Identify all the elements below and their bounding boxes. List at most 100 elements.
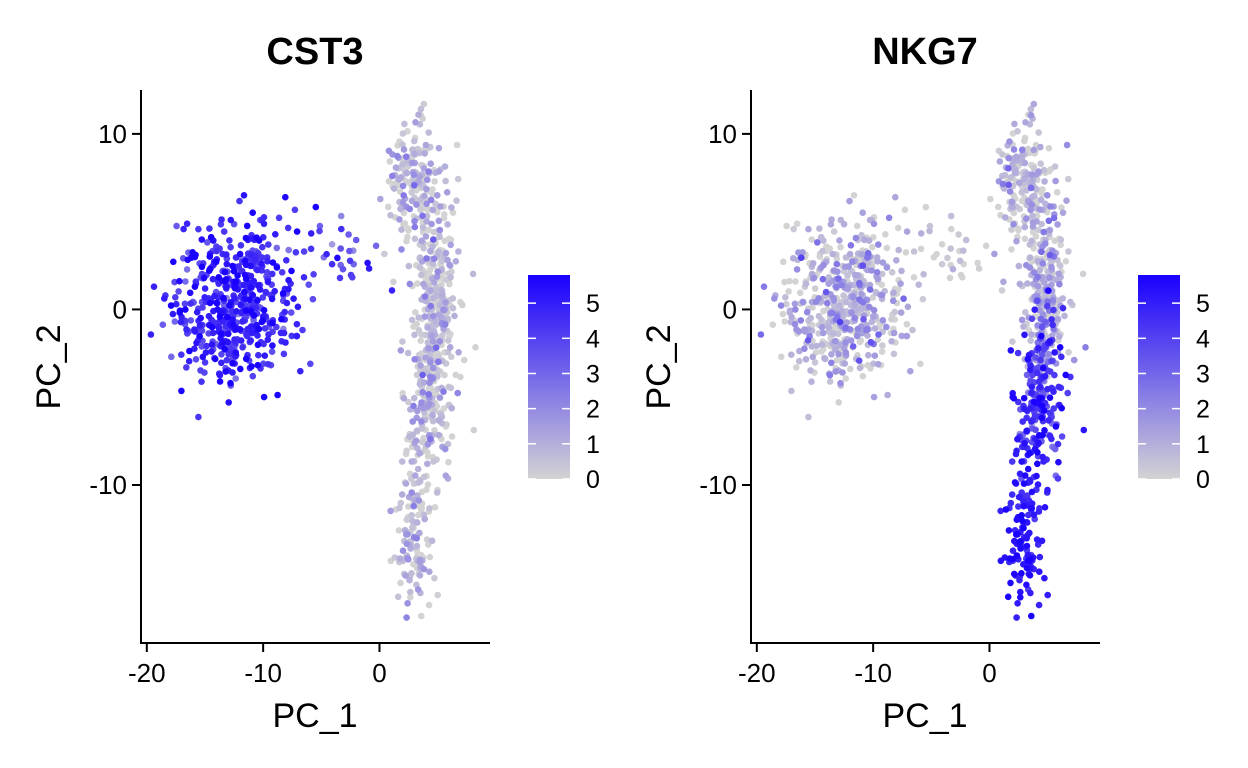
data-point	[864, 249, 872, 257]
data-point	[428, 220, 435, 228]
data-point	[795, 357, 803, 365]
data-point	[1036, 568, 1043, 575]
data-point	[282, 339, 289, 346]
data-point	[177, 318, 185, 326]
data-point	[864, 332, 871, 339]
data-point	[1037, 315, 1045, 323]
data-point	[854, 325, 862, 333]
data-point	[442, 321, 449, 328]
data-point	[816, 225, 823, 232]
data-point	[425, 345, 432, 352]
data-point	[237, 337, 245, 344]
data-point	[1050, 388, 1057, 396]
data-point	[431, 574, 438, 582]
data-point	[795, 249, 802, 256]
data-point	[269, 259, 277, 266]
data-point	[412, 437, 420, 445]
data-point	[470, 426, 478, 434]
data-point	[229, 262, 236, 270]
data-point	[851, 314, 858, 322]
data-point	[200, 274, 208, 282]
data-point	[930, 253, 938, 261]
data-point	[1030, 100, 1038, 108]
data-point	[808, 378, 815, 386]
data-point	[1050, 405, 1057, 412]
data-point	[1034, 481, 1042, 488]
data-point	[428, 374, 435, 382]
data-point	[232, 326, 239, 333]
data-point	[260, 340, 267, 348]
data-point	[791, 300, 799, 308]
colorbar-label: 5	[586, 290, 600, 318]
data-point	[1055, 458, 1062, 466]
y-tick-label: 10	[98, 119, 127, 149]
data-point	[423, 200, 430, 208]
data-point	[856, 279, 863, 287]
data-point	[888, 338, 895, 345]
data-point	[1030, 146, 1038, 154]
data-point	[381, 250, 388, 258]
data-point	[1046, 226, 1054, 234]
data-point	[1023, 564, 1031, 572]
data-point	[255, 237, 263, 244]
data-point	[416, 264, 424, 271]
data-point	[835, 399, 842, 406]
data-point	[208, 341, 216, 348]
data-point	[870, 393, 878, 401]
data-point	[1054, 221, 1061, 228]
data-point	[1035, 439, 1042, 447]
data-point	[205, 312, 213, 320]
data-point	[842, 324, 849, 332]
data-point	[403, 447, 410, 455]
data-point	[439, 332, 446, 339]
data-point	[903, 228, 911, 235]
data-point	[247, 308, 255, 315]
data-point	[405, 262, 413, 270]
data-point	[1006, 555, 1014, 562]
data-point	[453, 141, 461, 149]
data-point	[307, 360, 314, 368]
data-point	[1038, 220, 1045, 228]
data-point	[1011, 169, 1019, 176]
data-point	[254, 266, 261, 274]
data-point	[820, 237, 827, 244]
data-point	[407, 588, 414, 596]
data-point	[1014, 128, 1021, 135]
data-point	[448, 204, 455, 211]
data-point	[892, 193, 899, 201]
data-point	[414, 465, 422, 473]
data-point	[1023, 542, 1031, 550]
data-point	[444, 221, 451, 228]
data-point	[428, 537, 436, 545]
data-point	[807, 314, 814, 322]
data-point	[405, 398, 412, 406]
data-point	[1017, 545, 1024, 552]
data-point	[948, 225, 955, 233]
data-point	[909, 326, 916, 334]
data-point	[897, 309, 905, 316]
data-point	[268, 295, 276, 303]
data-point	[397, 499, 405, 507]
data-point	[1023, 427, 1030, 435]
data-point	[203, 342, 210, 350]
data-point	[760, 283, 768, 291]
data-point	[233, 308, 240, 315]
data-point	[183, 326, 190, 333]
data-point	[435, 417, 443, 424]
data-point	[1014, 600, 1021, 607]
data-point	[278, 269, 286, 276]
data-point	[890, 329, 898, 337]
data-point	[1038, 537, 1046, 545]
data-point	[445, 458, 452, 466]
data-point	[201, 294, 208, 301]
data-point	[396, 555, 404, 562]
data-point	[827, 221, 835, 228]
data-point	[419, 371, 426, 379]
data-point	[241, 288, 248, 296]
data-point	[1057, 241, 1064, 249]
data-point	[779, 310, 787, 318]
data-point	[1063, 141, 1071, 149]
data-point	[432, 200, 439, 208]
data-point	[404, 554, 411, 562]
data-point	[903, 332, 911, 340]
